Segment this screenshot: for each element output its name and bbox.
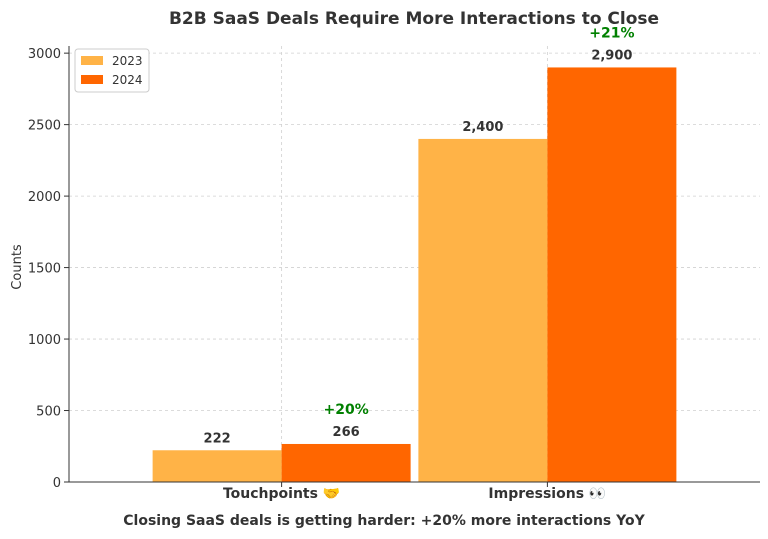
data-label-2023-impressions: 2,400	[462, 120, 503, 135]
data-label-2024-impressions: 2,900	[591, 48, 632, 63]
growth-label-impressions: +21%	[589, 25, 634, 41]
y-tick-label-6: 3000	[28, 47, 61, 62]
growth-label-touchpoints: +20%	[323, 402, 368, 418]
y-tick-label-2: 1000	[28, 333, 61, 348]
legend-swatch-2024	[81, 75, 103, 84]
legend-swatch-2023	[81, 56, 103, 65]
legend-label-2024: 2024	[112, 73, 143, 87]
x-tick-label-impressions: Impressions 👀	[488, 486, 606, 502]
chart-title: B2B SaaS Deals Require More Interactions…	[169, 9, 659, 29]
axes	[64, 46, 760, 487]
tick-labels: 0 500 1000 1500 2000 2500 3000 Touchpoints 🤝 Imp…	[28, 47, 606, 502]
data-label-2023-touchpoints: 222	[204, 431, 231, 446]
x-tick-label-touchpoints: Touchpoints 🤝	[223, 486, 340, 502]
legend-label-2023: 2023	[112, 54, 143, 68]
y-axis-label: Counts	[10, 244, 25, 290]
y-tick-label-0: 0	[53, 476, 61, 491]
bar-2024-touchpoints	[281, 443, 411, 482]
bar-2023-touchpoints	[152, 450, 282, 482]
bar-labels: 222 2,400 266 2,900 +20% +21%	[204, 25, 635, 446]
bars	[152, 67, 677, 482]
y-tick-label-1: 500	[36, 405, 61, 420]
legend: 2023 2024	[74, 48, 150, 93]
y-tick-label-3: 1500	[28, 262, 61, 277]
bar-2024-impressions	[547, 67, 677, 482]
y-tick-label-4: 2000	[28, 190, 61, 205]
y-tick-label-5: 2500	[28, 119, 61, 134]
bar-2023-impressions	[418, 138, 548, 482]
chart-caption: Closing SaaS deals is getting harder: +2…	[123, 513, 645, 529]
data-label-2024-touchpoints: 266	[333, 425, 360, 440]
